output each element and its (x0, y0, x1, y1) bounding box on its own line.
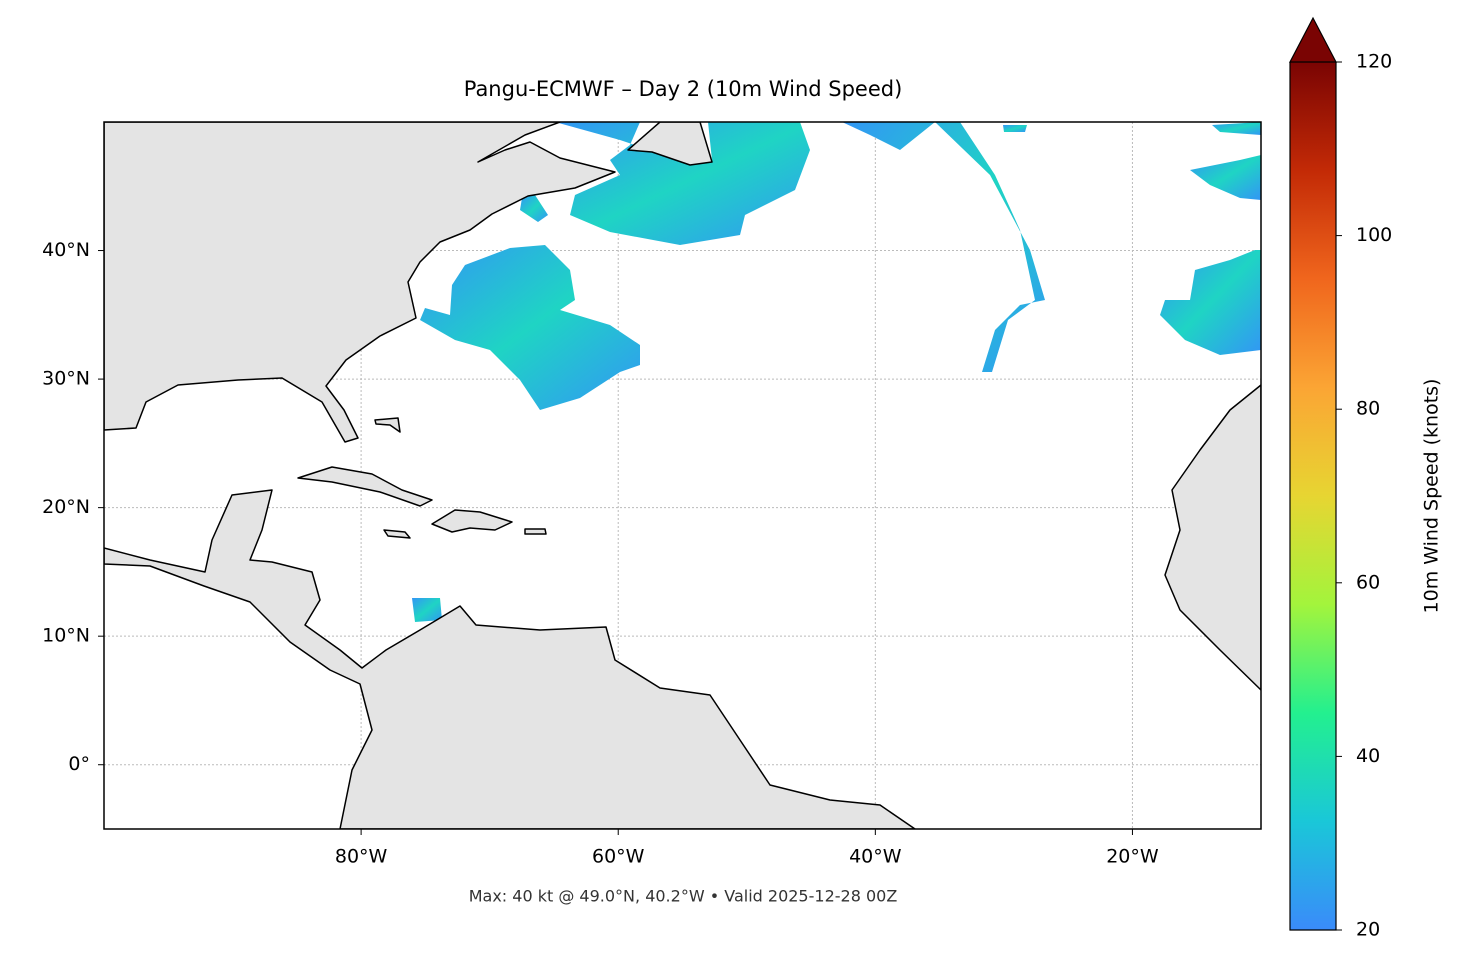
africa (1164, 384, 1261, 691)
colorbar-tick-label: 100 (1356, 224, 1392, 246)
colorbar-gradient (1290, 62, 1336, 930)
cuba (297, 466, 433, 507)
wind-field (1003, 125, 1027, 132)
hispaniola (431, 509, 513, 533)
colorbar-tick-label: 120 (1356, 51, 1392, 73)
wind-fields (412, 122, 1261, 622)
colorbar-extend (1289, 16, 1337, 63)
wind-field (1190, 155, 1261, 200)
y-tick-label: 10°N (42, 625, 90, 647)
wind-field (1160, 250, 1261, 355)
chart-title: Pangu-ECMWF – Day 2 (10m Wind Speed) (464, 77, 903, 101)
colorbar-tick-label: 60 (1356, 571, 1380, 593)
bahamas (374, 417, 401, 433)
axis-ticks: 80°W 60°W 40°W 20°W 0° 10°N 20°N 30°N 40°N (42, 239, 1159, 867)
colorbar-tick-label: 20 (1356, 919, 1380, 941)
wind-field (842, 122, 1045, 372)
x-tick-label: 60°W (592, 846, 645, 868)
puerto-rico (524, 528, 547, 535)
wind-field (555, 122, 810, 245)
wind-field (412, 598, 442, 622)
y-tick-label: 0° (68, 753, 90, 775)
x-tick-label: 80°W (335, 846, 388, 868)
y-tick-label: 40°N (42, 239, 90, 261)
wind-field (1212, 122, 1261, 135)
y-tick-label: 20°N (42, 496, 90, 518)
colorbar-tick-label: 40 (1356, 745, 1380, 767)
colorbar-label: 10m Wind Speed (knots) (1421, 379, 1443, 614)
x-tick-label: 20°W (1106, 846, 1159, 868)
latin-america (104, 489, 916, 829)
wind-field (420, 245, 640, 410)
colorbar-tick-label: 80 (1356, 398, 1380, 420)
x-tick-label: 40°W (849, 846, 902, 868)
north-america (104, 122, 616, 443)
axes-frame (103, 121, 1262, 830)
colorbar-frame (1289, 62, 1337, 931)
footer-note: Max: 40 kt @ 49.0°N, 40.2°W • Valid 2025… (469, 887, 898, 906)
colorbar: 20 40 60 80 100 120 10m Wind Speed (knots) (1289, 16, 1443, 941)
y-tick-label: 30°N (42, 368, 90, 390)
land (104, 122, 1261, 829)
map-area (104, 122, 1261, 829)
wind-field (520, 195, 548, 222)
newfoundland (627, 122, 713, 166)
jamaica (383, 529, 411, 539)
